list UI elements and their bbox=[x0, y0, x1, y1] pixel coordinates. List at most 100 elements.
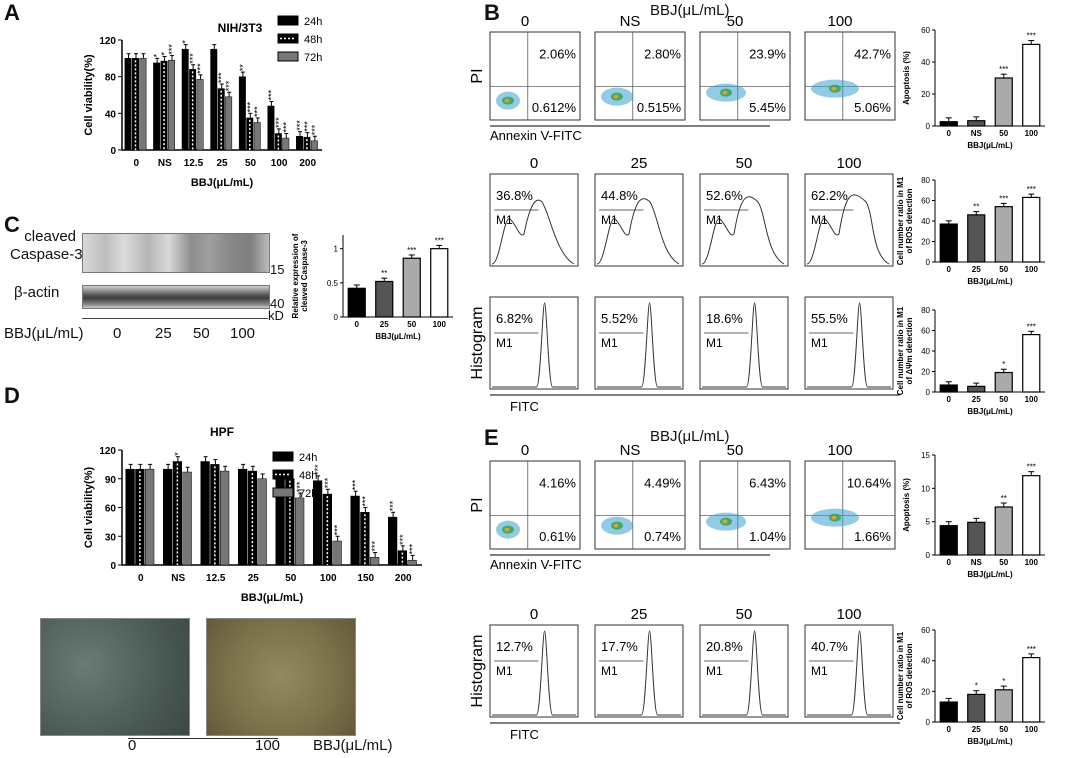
dose-label: 100 bbox=[836, 155, 861, 172]
y-tick-label: 120 bbox=[99, 446, 116, 457]
x-tick-label: 25 bbox=[972, 395, 981, 404]
x-axis-label: BBJ(μL/mL) bbox=[967, 277, 1013, 286]
hist-frame bbox=[489, 173, 579, 267]
legend-label: 48h bbox=[299, 470, 317, 482]
panel-c-dose-50: 50 bbox=[193, 325, 210, 342]
sig-mark: * bbox=[1002, 360, 1005, 369]
dot-plot-frame bbox=[699, 31, 791, 121]
x-tick-label: 25 bbox=[380, 320, 389, 329]
histogram-trace bbox=[491, 199, 575, 265]
bar-48h bbox=[246, 117, 254, 151]
y-axis-label: Cell viability(%) bbox=[83, 54, 95, 136]
panel-label-b: B bbox=[484, 0, 500, 25]
m1-gate-label: M1 bbox=[601, 336, 618, 350]
lower-right-percent: 1.66% bbox=[854, 529, 891, 544]
m1-percent: 6.82% bbox=[496, 311, 533, 326]
chart-e1: 0 5 10 15 0 NS ** 50 *** 100 BBJ(μL/mL) Apoptosis (… bbox=[902, 451, 1045, 579]
m1-percent: 36.8% bbox=[496, 188, 533, 203]
y-axis-label: PI bbox=[470, 497, 486, 512]
sig-mark: ** bbox=[973, 203, 979, 212]
bar bbox=[967, 693, 986, 723]
hist-frame bbox=[594, 624, 684, 718]
bar-72h bbox=[196, 79, 204, 151]
y-tick-label: 60 bbox=[921, 197, 930, 206]
cell-cluster-peak bbox=[613, 523, 619, 528]
sig-mark: *** bbox=[167, 44, 177, 55]
cell-cluster-peak bbox=[613, 94, 619, 99]
x-tick-label: 0 bbox=[947, 265, 952, 274]
m1-gate-label: M1 bbox=[811, 336, 828, 350]
m1-percent: 40.7% bbox=[811, 639, 848, 654]
y-tick-label: 0 bbox=[110, 561, 116, 572]
sig-mark: *** bbox=[310, 124, 320, 135]
y-tick-label: 0 bbox=[926, 388, 931, 397]
m1-gate-label: M1 bbox=[706, 213, 723, 227]
bar bbox=[994, 506, 1013, 556]
lower-right-percent: 1.04% bbox=[749, 529, 786, 544]
sig-mark: * bbox=[160, 52, 170, 56]
bar bbox=[1022, 656, 1041, 723]
sig-mark: ** bbox=[238, 64, 248, 72]
panel-e-flow: 0 4.16% 0.61% NS 4.49% 0.74% 50 6.43% 1.04% 100 10… bbox=[470, 442, 900, 742]
chart-d: 03060901200*NS12.525****50*********100**… bbox=[83, 425, 422, 604]
sig-mark: * bbox=[173, 452, 183, 456]
upper-right-percent: 6.43% bbox=[749, 475, 786, 490]
dose-label: 100 bbox=[827, 442, 852, 459]
y-tick-label: 15 bbox=[921, 451, 930, 460]
sig-mark: *** bbox=[217, 72, 227, 83]
bar bbox=[1022, 475, 1041, 556]
hist-frame bbox=[594, 173, 684, 267]
dose-label: 0 bbox=[530, 606, 538, 623]
hist-frame bbox=[804, 624, 894, 718]
x-axis-label: BBJ(μL/mL) bbox=[967, 570, 1013, 579]
bar bbox=[1022, 43, 1041, 127]
bar-72h bbox=[310, 140, 318, 151]
y-tick-label: 0 bbox=[926, 551, 931, 560]
bar bbox=[994, 77, 1013, 127]
x-tick-label: NS bbox=[971, 129, 983, 138]
bar-72h bbox=[225, 96, 233, 151]
bar-48h bbox=[132, 58, 139, 151]
sig-mark: *** bbox=[295, 481, 305, 492]
y-axis-label: cleaved Caspase-3 bbox=[300, 240, 309, 312]
sig-mark: *** bbox=[196, 63, 206, 74]
bar bbox=[402, 257, 421, 318]
histogram-trace bbox=[806, 194, 890, 265]
y-tick-label: 90 bbox=[105, 475, 117, 486]
x-tick-label: NS bbox=[171, 573, 185, 584]
bar-72h bbox=[295, 497, 305, 566]
x-tick-label: 12.5 bbox=[184, 158, 204, 169]
legend-label: 72h bbox=[299, 488, 317, 500]
micrograph-dose-unit: BBJ(μL/mL) bbox=[313, 737, 393, 754]
x-tick-label: NS bbox=[158, 158, 172, 169]
bar bbox=[939, 121, 958, 127]
m1-percent: 62.2% bbox=[811, 188, 848, 203]
blot-caspase-3 bbox=[82, 233, 270, 273]
x-axis-label: BBJ(μL/mL) bbox=[241, 592, 304, 604]
x-tick-label: 100 bbox=[1025, 129, 1039, 138]
dose-label: NS bbox=[620, 442, 641, 459]
y-tick-label: 40 bbox=[921, 217, 930, 226]
bar-48h bbox=[189, 69, 197, 151]
bar-72h bbox=[257, 478, 267, 566]
m1-gate-label: M1 bbox=[496, 213, 513, 227]
micrograph-dose-0: 0 bbox=[128, 737, 137, 754]
bar-24h bbox=[350, 495, 360, 566]
dose-label: 50 bbox=[727, 442, 744, 459]
y-tick-label: 20 bbox=[921, 90, 930, 99]
panel-label-c: C bbox=[4, 212, 20, 237]
hist-frame bbox=[699, 296, 789, 390]
hist-frame bbox=[594, 296, 684, 390]
cell-cluster-peak bbox=[504, 98, 510, 103]
sig-mark: * bbox=[152, 53, 162, 57]
y-tick-label: 80 bbox=[921, 306, 930, 315]
chart-title: NIH/3T3 bbox=[218, 21, 263, 35]
upper-right-percent: 4.16% bbox=[539, 475, 576, 490]
x-axis-label: BBJ(μL/mL) bbox=[191, 177, 254, 189]
dose-label: NS bbox=[620, 13, 641, 30]
x-tick-label: 200 bbox=[395, 573, 412, 584]
x-tick-label: 150 bbox=[357, 573, 374, 584]
histogram-trace bbox=[807, 302, 891, 388]
x-axis-label: Annexin V-FITC bbox=[490, 557, 582, 572]
y-tick-label: 60 bbox=[921, 327, 930, 336]
